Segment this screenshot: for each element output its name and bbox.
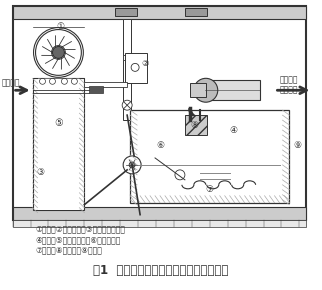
Circle shape (35, 30, 81, 75)
Bar (185, 115, 207, 135)
Bar (115, 8, 137, 16)
Bar (123, 19, 131, 120)
Bar (205, 80, 260, 100)
Text: ⑨: ⑨ (293, 140, 301, 150)
Circle shape (62, 78, 67, 84)
Text: ⑥: ⑥ (156, 140, 164, 150)
Text: ⑦: ⑦ (206, 185, 214, 194)
Circle shape (40, 78, 45, 84)
Text: ④: ④ (230, 126, 238, 135)
Circle shape (52, 46, 64, 58)
Text: ⑧: ⑧ (190, 121, 198, 130)
Circle shape (129, 162, 135, 168)
Bar (130, 110, 289, 203)
Bar (123, 55, 145, 60)
Circle shape (194, 78, 218, 102)
Circle shape (71, 78, 77, 84)
Circle shape (33, 28, 83, 77)
Circle shape (122, 100, 132, 110)
Text: ①: ① (56, 22, 64, 31)
Bar (125, 53, 147, 83)
Circle shape (50, 78, 55, 84)
Bar (190, 83, 206, 97)
Bar (13, 207, 306, 220)
Bar (13, 6, 306, 220)
Text: 堆肥より: 堆肥より (2, 78, 20, 87)
Bar (13, 220, 306, 226)
Text: ③: ③ (36, 168, 44, 177)
Circle shape (123, 156, 141, 174)
Circle shape (52, 46, 65, 59)
Text: 図1  開発したアンモニア回収用スクラバ: 図1 開発したアンモニア回収用スクラバ (93, 264, 229, 277)
Bar (84, 82, 127, 87)
Circle shape (131, 64, 139, 71)
Bar (13, 6, 306, 19)
Text: ⑦ヒータ⑧デミスタ⑨収納庫: ⑦ヒータ⑧デミスタ⑨収納庫 (35, 246, 102, 255)
Text: ②: ② (141, 59, 148, 68)
Circle shape (175, 170, 185, 180)
Text: 大気開放: 大気開放 (279, 75, 298, 84)
Bar (33, 78, 84, 210)
Text: ⑤: ⑤ (54, 118, 63, 128)
Bar (185, 8, 207, 16)
Bar (130, 110, 137, 203)
Bar (38, 78, 79, 210)
Text: ①送風機②薬液散布部③薬液循環ポンプ: ①送風機②薬液散布部③薬液循環ポンプ (35, 224, 126, 233)
Text: 次工程へ: 次工程へ (279, 85, 298, 94)
Bar (89, 86, 103, 93)
Text: ④薬液槽⑤制御・電装盤⑥水位センサ: ④薬液槽⑤制御・電装盤⑥水位センサ (35, 235, 121, 244)
